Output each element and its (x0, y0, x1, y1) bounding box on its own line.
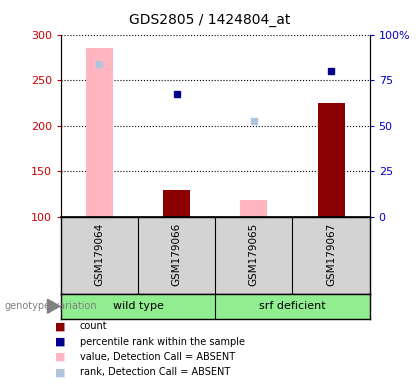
Text: rank, Detection Call = ABSENT: rank, Detection Call = ABSENT (80, 367, 230, 377)
Polygon shape (47, 299, 60, 313)
Text: ■: ■ (55, 321, 65, 331)
Text: srf deficient: srf deficient (259, 301, 326, 311)
Text: ■: ■ (55, 352, 65, 362)
Bar (240, 200, 268, 217)
Bar (318, 103, 344, 217)
Text: GSM179064: GSM179064 (94, 223, 105, 286)
Bar (86, 48, 113, 217)
Text: count: count (80, 321, 108, 331)
Text: wild type: wild type (113, 301, 163, 311)
Text: GDS2805 / 1424804_at: GDS2805 / 1424804_at (129, 13, 291, 27)
Text: percentile rank within the sample: percentile rank within the sample (80, 337, 245, 347)
Text: genotype/variation: genotype/variation (4, 301, 97, 311)
Bar (163, 190, 190, 217)
Text: GSM179066: GSM179066 (172, 223, 182, 286)
Text: value, Detection Call = ABSENT: value, Detection Call = ABSENT (80, 352, 235, 362)
Text: ■: ■ (55, 337, 65, 347)
Text: ■: ■ (55, 367, 65, 377)
Text: GSM179067: GSM179067 (326, 223, 336, 286)
Text: GSM179065: GSM179065 (249, 223, 259, 286)
